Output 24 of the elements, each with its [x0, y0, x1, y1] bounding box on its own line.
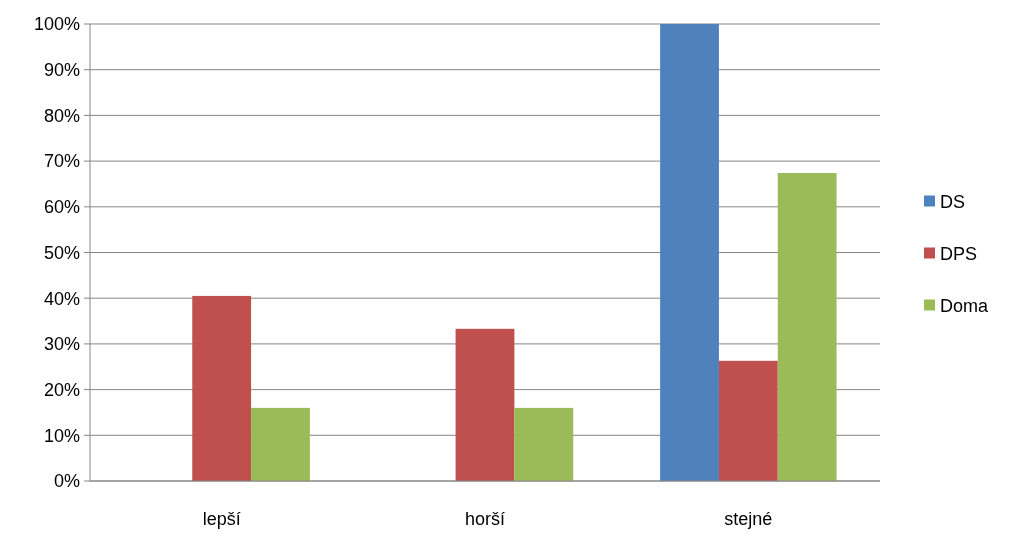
x-tick-label: stejné	[724, 509, 773, 529]
bar	[718, 360, 778, 481]
y-tick-label: 0%	[53, 471, 80, 492]
y-tick-label: 50%	[43, 242, 80, 263]
y-tick-label: 70%	[43, 151, 80, 172]
bar	[660, 24, 719, 481]
x-tick-label: horší	[464, 509, 506, 529]
legend-label: DPS	[940, 243, 978, 264]
y-tick-label: 40%	[43, 288, 80, 309]
bar	[514, 407, 574, 481]
y-tick-label: 20%	[43, 379, 80, 400]
legend-label: Doma	[940, 295, 989, 316]
y-tick-label: 90%	[43, 60, 80, 80]
bar	[192, 295, 252, 481]
bar	[455, 328, 515, 481]
y-tick-label: 80%	[43, 105, 80, 126]
y-tick-label: 60%	[43, 197, 80, 218]
bar	[251, 407, 310, 481]
x-tick-label: lepší	[202, 509, 241, 529]
legend-label: DS	[940, 191, 966, 212]
y-tick-label: 100%	[33, 14, 80, 35]
y-tick-label: 10%	[43, 425, 80, 446]
bar	[777, 172, 837, 481]
y-tick-label: 30%	[43, 334, 80, 355]
